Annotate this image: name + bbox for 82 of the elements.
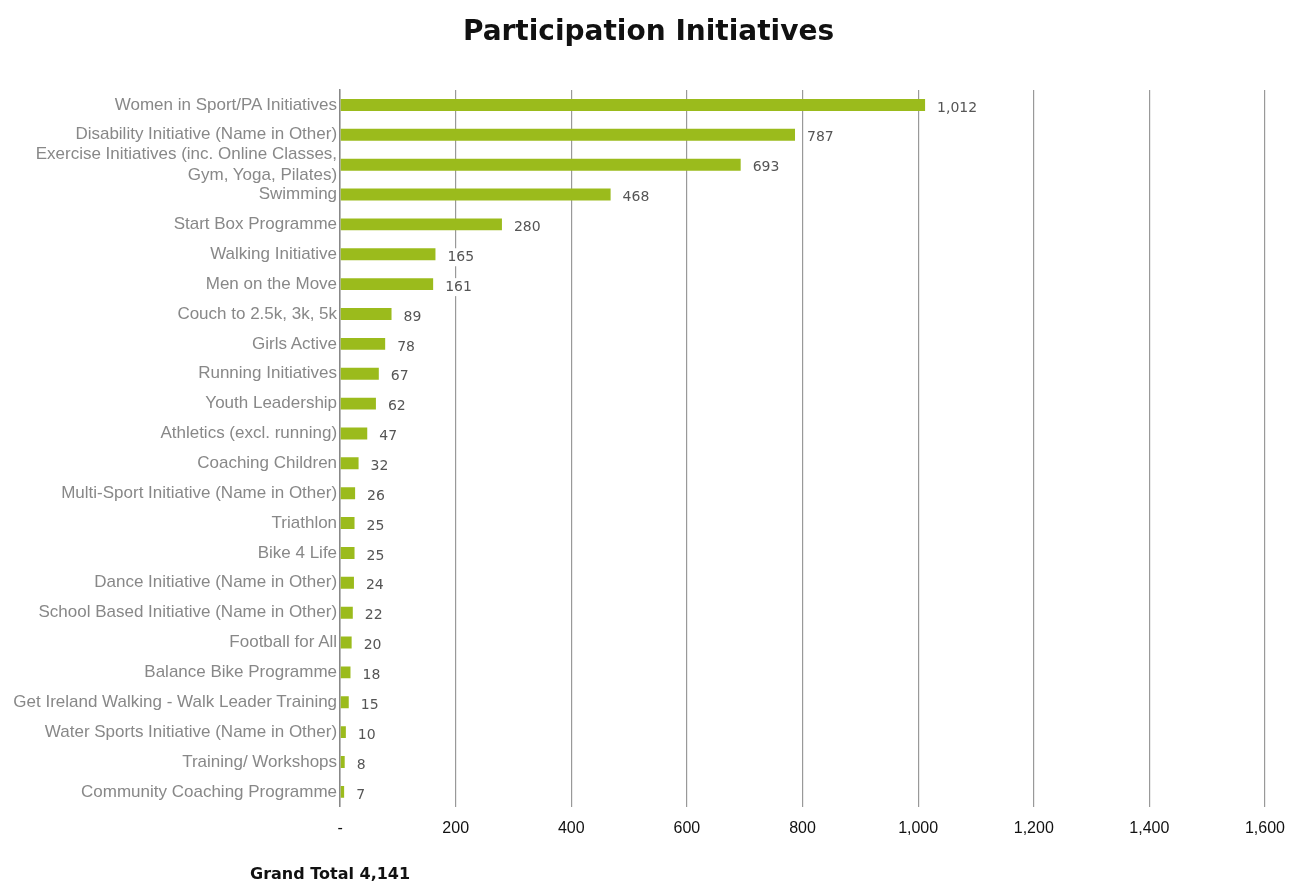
data-label: 26: [367, 486, 386, 503]
bar: [340, 278, 434, 291]
bar: [340, 98, 926, 111]
x-tick-label: 600: [673, 818, 701, 836]
x-tick-label: 400: [557, 818, 585, 836]
x-tick-label: 1,600: [1244, 818, 1286, 836]
bar: [340, 726, 346, 739]
bar: [340, 756, 345, 768]
bar: [340, 517, 355, 530]
y-tick-label: Walking Initiative: [210, 243, 338, 263]
bar: [340, 576, 354, 589]
x-tick-label: 200: [442, 818, 470, 836]
data-label: 468: [622, 188, 650, 205]
bar: [340, 696, 349, 709]
bar: [340, 248, 436, 261]
data-label: 787: [807, 128, 834, 145]
y-tick-label: Athletics (excl. running): [160, 423, 338, 443]
bar: [340, 337, 386, 350]
bar: [340, 397, 376, 410]
y-tick-label: Women in Sport/PA Initiatives: [114, 94, 338, 114]
data-label: 62: [387, 397, 406, 414]
y-tick-label: Men on the Move: [205, 273, 338, 293]
data-label: 161: [445, 277, 472, 294]
y-tick-label: Couch to 2.5k, 3k, 5k: [177, 303, 338, 323]
bar: [340, 308, 392, 320]
y-tick-label: Running Initiatives: [198, 363, 338, 383]
data-label: 693: [752, 158, 780, 175]
x-tick-label: -: [337, 818, 343, 836]
bar: [340, 188, 611, 201]
y-tick-label: Start Box Programme: [173, 214, 338, 234]
data-label: 78: [397, 337, 415, 354]
data-label: 15: [360, 695, 379, 712]
y-tick-label: Disability Initiative (Name in Other): [75, 124, 338, 144]
text: Grand Total 4,141: [250, 864, 411, 883]
x-tick-label: 1,400: [1129, 818, 1170, 836]
bar: [340, 218, 502, 231]
data-label: 89: [403, 307, 422, 324]
y-tick-label: Youth Leadership: [205, 393, 338, 413]
bar: [340, 606, 353, 619]
data-label: 22: [364, 606, 383, 623]
y-tick-label: School Based Initiative (Name in Other): [38, 602, 338, 622]
data-label: 47: [379, 427, 398, 444]
data-label: 25: [366, 516, 385, 533]
bar: [340, 457, 359, 470]
data-label: 1,012: [937, 98, 978, 115]
data-label: 25: [366, 546, 385, 563]
y-tick-label: Dance Initiative (Name in Other): [94, 572, 338, 592]
data-label: 20: [363, 636, 382, 653]
y-tick-label: Football for All: [229, 632, 338, 652]
data-label: 10: [357, 725, 376, 742]
data-label: 7: [356, 785, 366, 802]
data-label: 165: [447, 247, 475, 264]
bar: [340, 636, 352, 649]
data-label: 8: [356, 755, 366, 772]
bar: [340, 128, 796, 141]
y-tick-label: Swimming: [258, 184, 338, 204]
y-tick-label: Triathlon: [271, 512, 338, 532]
x-tick-label: 1,000: [898, 818, 939, 836]
y-tick-label: Balance Bike Programme: [144, 662, 338, 682]
bar: [340, 427, 368, 440]
bar: [340, 666, 351, 679]
data-label: 32: [370, 456, 389, 473]
bar: [340, 546, 355, 559]
y-tick-label: Bike 4 Life: [257, 542, 338, 562]
y-tick-label: Multi-Sport Initiative (Name in Other): [61, 482, 338, 502]
x-tick-label: 1,200: [1013, 818, 1054, 836]
bar: [340, 367, 379, 380]
y-tick-label: Community Coaching Programme: [81, 781, 338, 801]
bar: [340, 487, 356, 500]
data-label: 67: [390, 367, 409, 384]
bar: [340, 158, 741, 171]
y-tick-label: Coaching Children: [197, 453, 338, 473]
y-tick-label: Girls Active: [252, 333, 338, 353]
chart-title: Participation Initiatives: [461, 14, 836, 47]
data-label: 280: [513, 218, 541, 235]
y-tick-label: Water Sports Initiative (Name in Other): [44, 721, 338, 741]
data-label: 24: [365, 576, 384, 593]
data-label: 18: [362, 666, 381, 683]
x-tick-label: 800: [789, 818, 816, 836]
y-tick-label: Training/ Workshops: [182, 751, 338, 771]
y-tick-label: Exercise Initiatives (inc. Online Classes, Gym, Yoga, Pilates): [35, 144, 338, 184]
y-tick-label: Get Ireland Walking - Walk Leader Training: [13, 691, 338, 711]
